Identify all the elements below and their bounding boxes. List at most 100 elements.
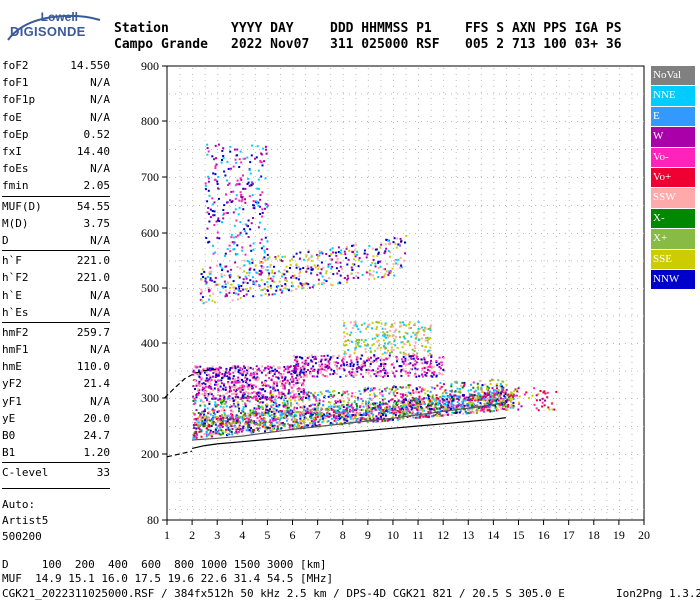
grid-dot (342, 230, 344, 231)
grid-dot (543, 428, 545, 429)
grid-dot (205, 343, 206, 344)
grid-dot (379, 121, 380, 122)
grid-dot (493, 116, 495, 117)
grid-dot (179, 152, 181, 153)
grid-dot (637, 343, 638, 344)
grid-dot (493, 266, 495, 267)
grid-dot (305, 140, 307, 141)
grid-dot (511, 343, 512, 344)
grid-dot (505, 426, 506, 427)
grid-dot (283, 260, 284, 262)
grid-dot (229, 116, 231, 117)
grid-dot (204, 470, 206, 471)
grid-dot (531, 464, 533, 465)
x-tick-label: 6 (290, 528, 296, 542)
grid-dot (179, 236, 181, 237)
grid-dot (553, 233, 554, 234)
grid-dot (342, 494, 344, 495)
grid-dot (292, 296, 294, 297)
param-label: hmE (2, 360, 22, 374)
grid-dot (475, 481, 476, 483)
grid-dot (331, 93, 332, 95)
grid-dot (337, 398, 338, 399)
grid-dot (217, 370, 218, 372)
grid-dot (259, 288, 260, 289)
grid-dot (480, 116, 482, 117)
grid-dot (380, 164, 382, 165)
grid-dot (618, 80, 620, 81)
echo-point (216, 429, 219, 432)
grid-dot (606, 452, 608, 453)
grid-dot (331, 149, 332, 150)
grid-dot (619, 398, 620, 399)
grid-dot (439, 93, 440, 95)
grid-dot (235, 121, 236, 122)
grid-dot (192, 152, 194, 153)
grid-dot (317, 500, 319, 501)
grid-dot (418, 296, 420, 297)
grid-dot (242, 422, 244, 423)
grid-dot (355, 206, 357, 207)
grid-dot (493, 158, 495, 159)
grid-dot (317, 278, 319, 279)
grid-dot (330, 86, 332, 87)
grid-dot (355, 452, 357, 453)
grid-dot (267, 194, 269, 195)
grid-dot (367, 212, 369, 213)
grid-dot (553, 370, 554, 372)
grid-dot (355, 428, 357, 429)
grid-dot (571, 177, 572, 178)
grid-dot (313, 205, 314, 206)
grid-dot (455, 224, 457, 225)
param-label: h`F2 (2, 271, 29, 285)
grid-dot (380, 332, 382, 333)
grid-dot (468, 506, 470, 507)
grid-dot (607, 509, 608, 510)
grid-dot (265, 121, 266, 122)
grid-dot (455, 470, 457, 471)
grid-dot (595, 149, 596, 150)
grid-dot (625, 370, 626, 372)
grid-dot (337, 343, 338, 344)
grid-dot (342, 374, 344, 375)
grid-dot (343, 233, 344, 234)
grid-dot (593, 98, 595, 99)
grid-dot (556, 440, 558, 441)
grid-dot (481, 121, 482, 122)
grid-dot (543, 374, 545, 375)
grid-dot (211, 93, 212, 95)
grid-dot (380, 500, 382, 501)
param-value: 259.7 (76, 325, 110, 339)
echo-point (402, 414, 405, 417)
grid-dot (204, 452, 206, 453)
grid-dot (205, 315, 206, 317)
grid-dot (380, 356, 382, 357)
echo-point (358, 416, 361, 419)
echo-point (440, 396, 443, 399)
grid-dot (543, 116, 545, 117)
grid-dot (606, 110, 608, 111)
grid-dot (193, 121, 194, 122)
grid-dot (568, 422, 570, 423)
echo-point (474, 404, 477, 407)
grid-dot (493, 386, 495, 387)
grid-dot (279, 464, 281, 465)
grid-dot (475, 260, 476, 262)
grid-dot (433, 121, 434, 122)
grid-dot (305, 128, 307, 129)
grid-dot (593, 380, 595, 381)
grid-dot (593, 248, 595, 249)
grid-dot (380, 296, 382, 297)
grid-dot (493, 494, 495, 495)
grid-dot (455, 278, 457, 279)
grid-dot (493, 518, 495, 519)
grid-dot (543, 440, 545, 441)
grid-dot (543, 110, 545, 111)
grid-dot (468, 92, 470, 93)
echo-point (259, 421, 262, 424)
grid-dot (493, 194, 495, 195)
grid-dot (242, 356, 244, 357)
grid-dot (543, 260, 545, 261)
grid-dot (292, 170, 294, 171)
grid-dot (518, 368, 520, 369)
